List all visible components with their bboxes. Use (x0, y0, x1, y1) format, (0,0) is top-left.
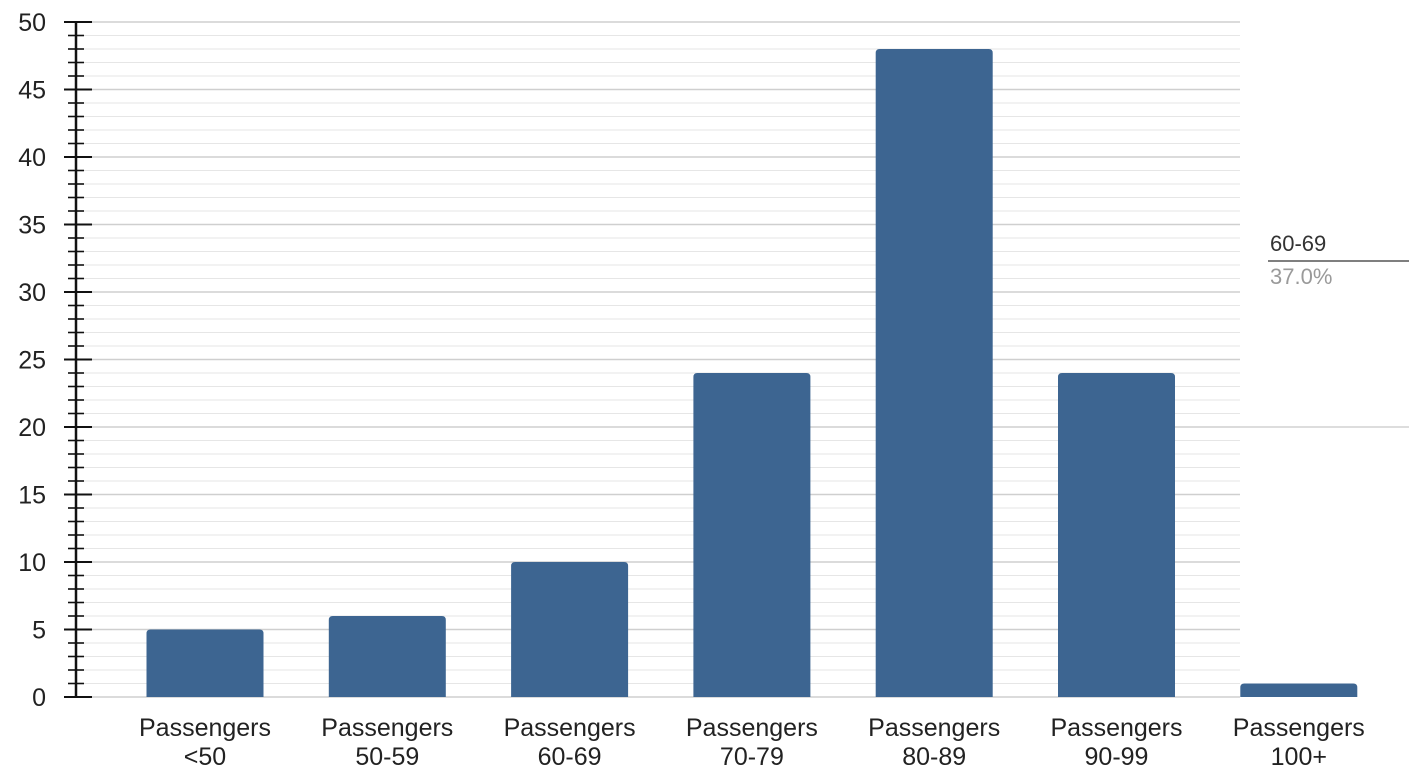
y-tick-label: 20 (18, 414, 46, 442)
x-tick-label: Passengers 60-69 (504, 714, 636, 771)
x-tick-label-line: Passengers (868, 714, 1000, 742)
x-tick-label-line: 90-99 (1085, 743, 1149, 771)
y-tick-label: 25 (18, 347, 46, 375)
x-tick-label-line: 60-69 (538, 743, 602, 771)
bar (693, 373, 811, 697)
callout-value: 37.0% (1270, 264, 1332, 289)
y-tick-label: 35 (18, 212, 46, 240)
y-tick-label: 5 (32, 617, 46, 645)
bars (146, 49, 1358, 697)
bar (1058, 373, 1175, 697)
x-tick-label: Passengers 80-89 (868, 714, 1000, 771)
y-tick-label: 40 (18, 144, 46, 172)
x-tick-label-line: 80-89 (902, 743, 966, 771)
y-tick-label: 15 (18, 482, 46, 510)
bar (328, 616, 446, 697)
bar (1240, 683, 1358, 697)
grid-lines (73, 21, 1240, 698)
bar (511, 562, 629, 697)
pie-callout: 60-69 37.0% (1240, 231, 1409, 428)
y-axis: 0 5 10 15 20 25 30 35 40 45 50 (18, 9, 92, 712)
x-tick-label: Passengers 50-59 (321, 714, 453, 771)
x-tick-label-line: Passengers (686, 714, 818, 742)
x-tick-label-line: 100+ (1271, 743, 1327, 771)
x-tick-label-line: Passengers (504, 714, 636, 742)
y-tick-label: 0 (32, 684, 46, 712)
x-tick-label-line: <50 (184, 743, 226, 771)
x-tick-label: Passengers 90-99 (1050, 714, 1182, 771)
callout-label: 60-69 (1270, 231, 1326, 256)
y-tick-label: 10 (18, 549, 46, 577)
bar (146, 629, 264, 697)
x-tick-label-line: Passengers (1050, 714, 1182, 742)
x-tick-label: Passengers 100+ (1233, 714, 1365, 771)
x-tick-label-line: Passengers (139, 714, 271, 742)
x-tick-label-line: 70-79 (720, 743, 784, 771)
x-tick-label-line: Passengers (321, 714, 453, 742)
x-tick-label: Passengers <50 (139, 714, 271, 771)
x-tick-label-line: 50-59 (355, 743, 419, 771)
y-tick-label: 50 (18, 9, 46, 37)
bar (875, 49, 993, 697)
x-tick-label: Passengers 70-79 (686, 714, 818, 771)
x-tick-label-line: Passengers (1233, 714, 1365, 742)
y-tick-label: 45 (18, 77, 46, 105)
y-tick-label: 30 (18, 279, 46, 307)
